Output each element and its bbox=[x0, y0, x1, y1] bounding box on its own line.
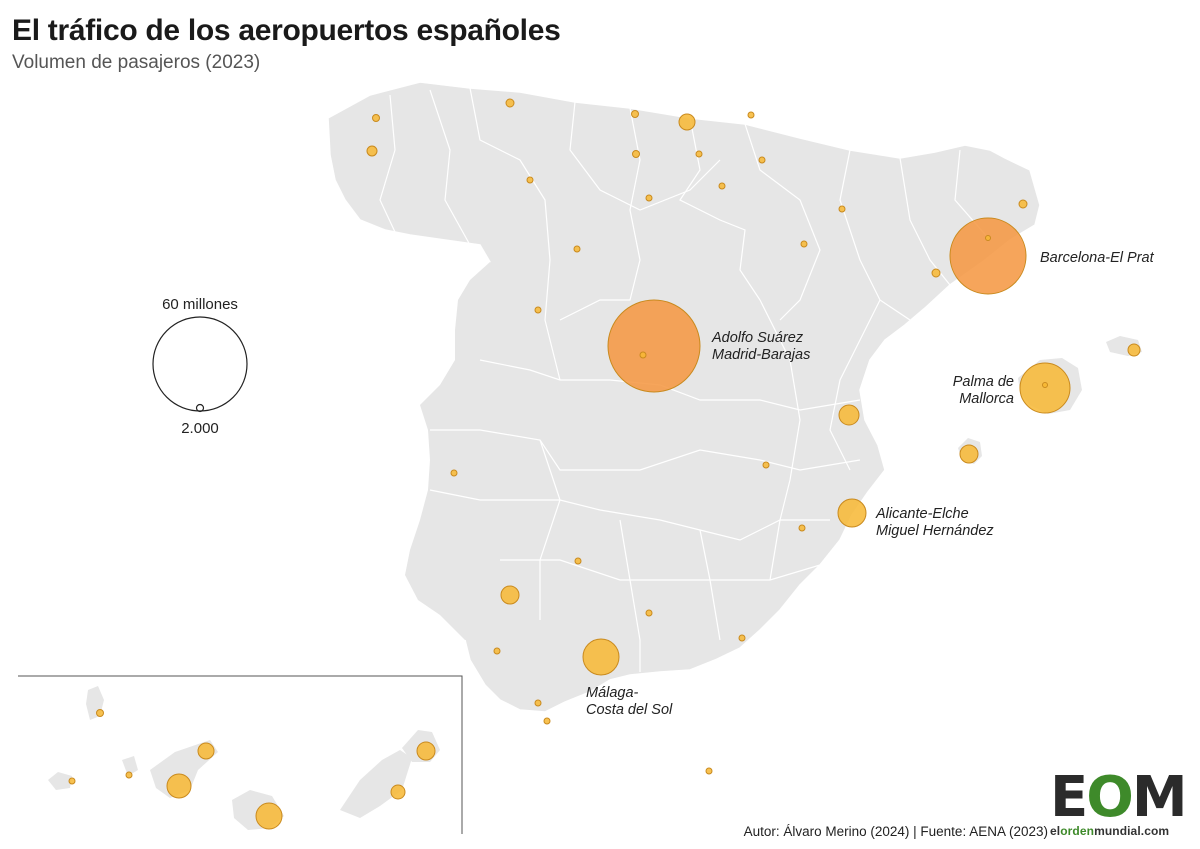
map-subtitle: Volumen de pasajeros (2023) bbox=[12, 52, 261, 73]
airport-bubble bbox=[645, 194, 653, 202]
legend-circle-min bbox=[195, 403, 205, 413]
airport-bubble bbox=[838, 205, 846, 213]
airport-bubble bbox=[738, 634, 746, 642]
airport-bubble bbox=[526, 176, 534, 184]
source-credit: Autor: Álvaro Merino (2024) | Fuente: AE… bbox=[743, 824, 1048, 839]
airport-bubble bbox=[837, 498, 867, 528]
airport-bubble bbox=[931, 268, 941, 278]
airport-bubble bbox=[96, 709, 104, 717]
airport-bubble bbox=[959, 444, 979, 464]
airport-bubble bbox=[758, 156, 766, 164]
airport-bubble bbox=[762, 461, 770, 469]
legend-max-label: 60 millones bbox=[162, 296, 238, 313]
canary-inset-frame bbox=[18, 675, 463, 834]
airport-bubble bbox=[416, 741, 436, 761]
airport-bubble bbox=[1042, 382, 1048, 388]
legend-circle-max bbox=[152, 316, 248, 412]
airport-bubble bbox=[718, 182, 726, 190]
airport-bubble bbox=[166, 773, 192, 799]
legend-min-label: 2.000 bbox=[181, 420, 219, 437]
label-malaga: Málaga- Costa del Sol bbox=[586, 685, 673, 718]
airport-bubble bbox=[543, 717, 551, 725]
airport-bubble bbox=[493, 647, 501, 655]
airport-bubble bbox=[838, 404, 860, 426]
eom-logo: EOM elordenmundial.com bbox=[1050, 765, 1188, 839]
airport-bubble bbox=[366, 145, 378, 157]
airport-bubble bbox=[500, 585, 520, 605]
airport-bubble bbox=[798, 524, 806, 532]
canary-islands bbox=[48, 686, 440, 830]
airport-bubble bbox=[68, 777, 76, 785]
airport-bubble bbox=[631, 110, 639, 118]
airport-bubble bbox=[607, 299, 701, 393]
airport-bubble bbox=[505, 98, 515, 108]
airport-bubble bbox=[534, 306, 542, 314]
airport-bubble bbox=[125, 771, 133, 779]
airport-bubble bbox=[800, 240, 808, 248]
airport-bubble bbox=[705, 767, 713, 775]
map-title: El tráfico de los aeropuertos españoles bbox=[12, 14, 561, 47]
airport-bubble bbox=[695, 150, 703, 158]
airport-bubble bbox=[255, 802, 283, 830]
airport-bubble bbox=[197, 742, 215, 760]
airport-bubbles bbox=[68, 98, 1141, 830]
label-palma: Palma de Mallorca bbox=[952, 374, 1014, 407]
label-barcelona: Barcelona-El Prat bbox=[1040, 250, 1154, 266]
airport-bubble bbox=[645, 609, 653, 617]
airport-bubble bbox=[574, 557, 582, 565]
airport-bubble bbox=[450, 469, 458, 477]
airport-bubble bbox=[390, 784, 406, 800]
airport-bubble bbox=[1018, 199, 1028, 209]
airport-bubble bbox=[573, 245, 581, 253]
airport-bubble bbox=[985, 235, 991, 241]
airport-bubble bbox=[639, 351, 647, 359]
airport-bubble bbox=[632, 150, 640, 158]
label-madrid: Adolfo Suárez Madrid-Barajas bbox=[712, 330, 811, 363]
province-borders bbox=[379, 87, 991, 672]
airport-bubble bbox=[949, 217, 1027, 295]
airport-bubble bbox=[1127, 343, 1141, 357]
label-alicante: Alicante-Elche Miguel Hernández bbox=[876, 506, 994, 539]
airport-bubble bbox=[534, 699, 542, 707]
airport-bubble bbox=[678, 113, 696, 131]
airport-bubble bbox=[582, 638, 620, 676]
airport-bubble bbox=[372, 114, 380, 122]
airport-bubble bbox=[747, 111, 755, 119]
